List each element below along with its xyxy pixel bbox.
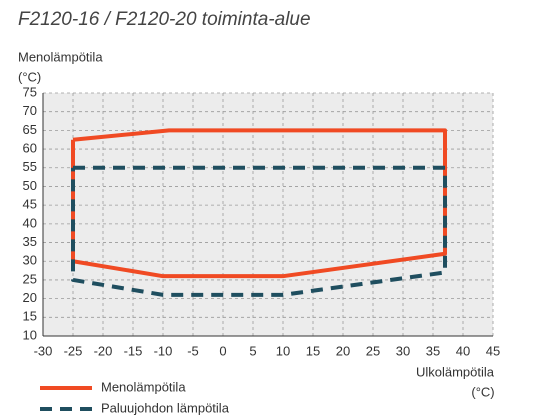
y-tick-label: 45 [23, 197, 37, 212]
legend-label: Paluujohdon lämpötila [101, 400, 230, 415]
y-tick-label: 75 [23, 84, 37, 99]
y-tick-label: 65 [23, 122, 37, 137]
y-tick-label: 15 [23, 309, 37, 324]
x-tick-label: -20 [94, 343, 113, 358]
x-axis-unit: (°C) [471, 384, 494, 399]
y-tick-label: 50 [23, 178, 37, 193]
y-tick-label: 30 [23, 253, 37, 268]
x-tick-label: 40 [456, 343, 470, 358]
y-tick-label: 70 [23, 103, 37, 118]
x-tick-label: 30 [396, 343, 410, 358]
y-tick-label: 20 [23, 290, 37, 305]
x-axis-label: Ulkolämpötila [416, 364, 495, 379]
x-tick-label: 10 [276, 343, 290, 358]
series-line [71, 128, 447, 279]
y-axis-unit: (°C) [18, 69, 41, 84]
y-axis-label: Menolämpötila [18, 49, 103, 64]
y-tick-label: 55 [23, 159, 37, 174]
x-tick-label: 20 [336, 343, 350, 358]
y-tick-label: 25 [23, 271, 37, 286]
x-tick-label: 25 [366, 343, 380, 358]
x-tick-label: 35 [426, 343, 440, 358]
x-tick-label: -30 [34, 343, 53, 358]
x-tick-label: 15 [306, 343, 320, 358]
x-tick-label: -25 [64, 343, 83, 358]
y-tick-label: 35 [23, 234, 37, 249]
x-tick-label: 5 [249, 343, 256, 358]
y-tick-label: 10 [23, 327, 37, 342]
x-tick-label: -10 [154, 343, 173, 358]
y-tick-label: 40 [23, 215, 37, 230]
legend-label: Menolämpötila [101, 379, 186, 394]
x-tick-label: 0 [219, 343, 226, 358]
chart-title: F2120-16 / F2120-20 toiminta-alue [18, 9, 311, 30]
series-line [71, 165, 447, 297]
x-tick-label: -5 [187, 343, 199, 358]
x-tick-label: 45 [486, 343, 500, 358]
y-tick-label: 60 [23, 141, 37, 156]
x-tick-label: -15 [124, 343, 143, 358]
